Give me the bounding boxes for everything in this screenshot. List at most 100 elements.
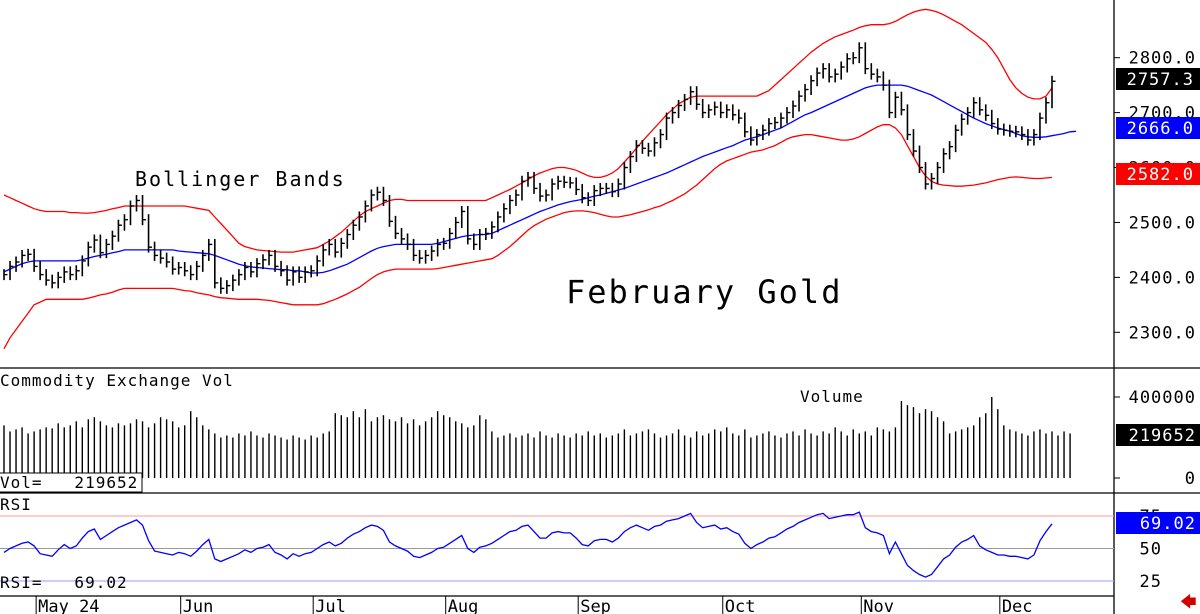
rsi-last-value: 69.02 xyxy=(1140,514,1196,534)
price-bar xyxy=(768,118,773,136)
price-bar xyxy=(635,140,640,163)
price-bar xyxy=(57,271,62,289)
volume-bars xyxy=(3,397,1071,478)
price-bar xyxy=(382,186,387,206)
price-bar xyxy=(418,249,424,264)
rsi-axis: 755025 xyxy=(0,507,1162,592)
price-bar xyxy=(262,254,267,270)
price-tick-label: 2300.0 xyxy=(1129,323,1196,343)
price-bar xyxy=(930,173,936,190)
rsi-panel-title: RSI xyxy=(0,495,32,514)
price-bar xyxy=(3,269,8,281)
rsi-tick-label: 25 xyxy=(1140,572,1162,592)
price-bar xyxy=(936,162,942,184)
price-bar xyxy=(250,261,255,278)
price-bar xyxy=(653,137,658,157)
price-bar xyxy=(948,141,954,160)
price-bar xyxy=(454,216,460,239)
price-bar xyxy=(617,178,622,198)
price-bar xyxy=(310,265,315,278)
price-bar xyxy=(575,177,580,195)
price-bar xyxy=(400,227,406,245)
volume-badge: 219652 xyxy=(1116,424,1200,446)
rsi-polyline xyxy=(3,511,1053,578)
price-bar xyxy=(515,189,520,206)
price-bar xyxy=(599,182,604,197)
lower-band-line xyxy=(3,124,1053,350)
price-bar xyxy=(117,219,122,242)
price-bar xyxy=(51,274,56,289)
price-bar xyxy=(466,205,472,245)
price-bar xyxy=(503,203,508,223)
price-bar xyxy=(954,124,960,153)
price-bar xyxy=(647,142,652,157)
price-bar xyxy=(545,189,550,202)
price-bar xyxy=(846,53,851,73)
price-bar xyxy=(33,248,38,272)
price-bar xyxy=(900,91,905,116)
price-bar xyxy=(882,71,887,91)
price-bar xyxy=(701,98,707,119)
price-bar xyxy=(816,67,821,87)
price-bar xyxy=(569,176,574,189)
price-bar xyxy=(834,68,839,83)
price-bar xyxy=(828,63,833,83)
price-bar xyxy=(177,261,183,275)
price-bar xyxy=(786,107,791,124)
price-bar xyxy=(189,265,195,281)
price-bar xyxy=(123,214,128,231)
price-bar xyxy=(63,266,68,283)
scroll-left-arrow-icon[interactable]: 🡄 xyxy=(1180,592,1197,611)
price-bar xyxy=(340,237,345,258)
price-bar xyxy=(683,93,689,111)
price-bar xyxy=(725,104,731,119)
price-bar xyxy=(274,249,279,272)
volume-panel-title: Commodity Exchange Vol xyxy=(0,371,234,390)
price-bar xyxy=(316,255,321,277)
rsi-line xyxy=(3,511,1053,578)
middle-band-value: 2666.0 xyxy=(1127,119,1194,139)
price-bar xyxy=(551,178,556,201)
price-bar xyxy=(45,269,50,286)
price-bar xyxy=(412,238,418,261)
price-bar xyxy=(918,145,923,174)
price-bar xyxy=(605,182,610,194)
price-bar xyxy=(641,140,646,154)
price-bar xyxy=(442,237,448,250)
price-bar xyxy=(984,104,990,121)
volume-readout: Vol= 219652 xyxy=(0,473,138,492)
price-bar xyxy=(587,192,592,206)
price-bar xyxy=(1051,75,1056,109)
price-bar xyxy=(852,52,857,65)
month-label: Aug xyxy=(448,597,479,614)
price-bar xyxy=(171,256,177,275)
lower-band-value: 2582.0 xyxy=(1127,165,1194,185)
middle-band-badge: 2666.0 xyxy=(1116,117,1200,139)
price-bar xyxy=(972,97,978,119)
price-bar xyxy=(207,238,213,261)
price-bar xyxy=(792,100,797,119)
price-bar xyxy=(352,219,357,241)
price-bar xyxy=(129,200,134,226)
price-bar xyxy=(870,63,875,80)
volume-readout-frame xyxy=(0,472,143,493)
volume-badge-bg xyxy=(1116,424,1200,446)
lower-band-badge: 2582.0 xyxy=(1116,163,1200,185)
price-bar xyxy=(39,260,44,281)
price-bar xyxy=(966,107,972,125)
lower-band-badge-bg xyxy=(1116,163,1200,185)
price-bar xyxy=(888,79,893,119)
middle-band-badge-bg xyxy=(1116,117,1200,139)
volume-annotation: Volume xyxy=(800,387,864,406)
price-bar xyxy=(593,185,598,206)
price-bar xyxy=(99,234,104,259)
price-bar xyxy=(557,175,562,190)
price-bar xyxy=(780,112,785,128)
price-bar xyxy=(611,182,616,198)
price-bar xyxy=(376,186,381,201)
price-bar xyxy=(232,274,237,292)
price-bar xyxy=(298,266,303,283)
price-bar xyxy=(623,162,628,190)
price-bar xyxy=(93,234,98,253)
price-bar xyxy=(304,266,309,283)
